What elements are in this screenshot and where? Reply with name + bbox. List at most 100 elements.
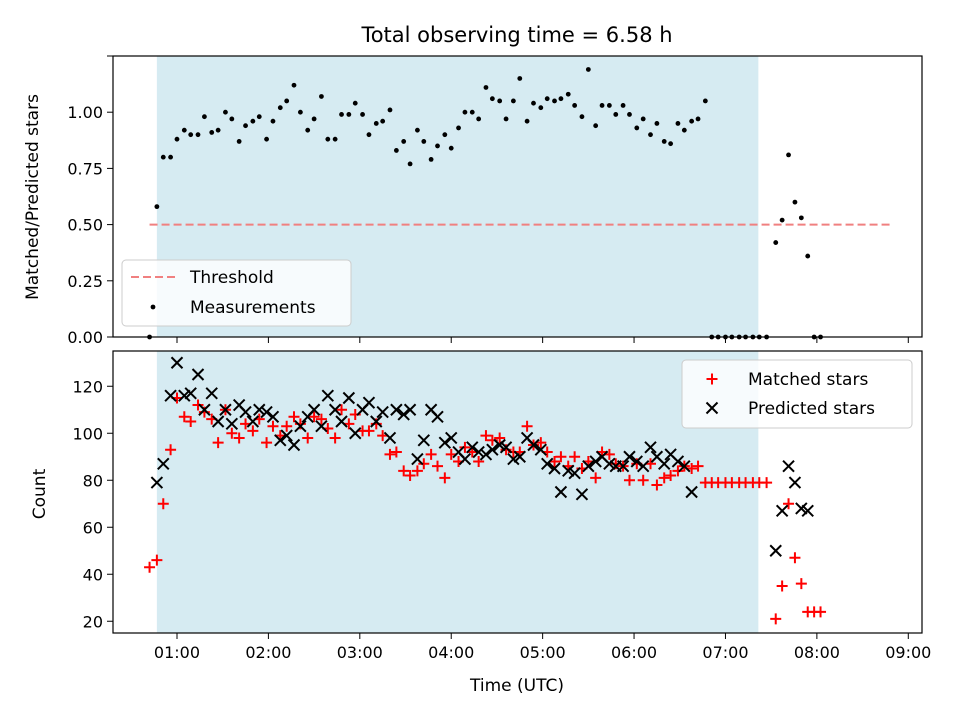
data-point <box>459 441 471 453</box>
data-point <box>582 459 595 473</box>
data-point <box>445 431 458 445</box>
data-point <box>291 82 297 88</box>
data-point <box>503 116 509 122</box>
data-point <box>565 91 571 97</box>
data-point <box>407 161 413 167</box>
data-point <box>253 403 266 416</box>
data-point <box>226 427 238 439</box>
data-point <box>623 474 635 486</box>
x-tick-label: 04:00 <box>428 643 474 662</box>
data-point <box>288 411 300 423</box>
data-point <box>432 460 444 472</box>
data-point <box>178 411 190 423</box>
y-tick-label: 0.75 <box>67 159 103 178</box>
data-point <box>448 145 454 151</box>
data-point <box>534 443 548 456</box>
data-point <box>644 441 657 454</box>
data-point <box>603 457 616 471</box>
data-point <box>435 143 440 149</box>
data-point <box>336 404 348 416</box>
data-point <box>154 204 160 210</box>
data-point <box>678 459 691 473</box>
data-point <box>476 116 482 122</box>
data-point <box>521 420 533 432</box>
data-point <box>769 544 782 557</box>
data-point <box>555 451 567 463</box>
data-point <box>325 136 331 142</box>
legend: Matched stars Predicted stars <box>681 359 913 429</box>
data-point <box>370 415 383 428</box>
ratio-panel: 0.00 0.25 0.50 0.75 1.00 Threshold Measurement… <box>67 55 923 347</box>
x-tick-label: 05:00 <box>520 643 566 662</box>
data-point <box>575 488 589 501</box>
data-point <box>393 148 399 153</box>
data-point <box>493 438 506 452</box>
y-tick-label: 20 <box>83 612 103 631</box>
data-point <box>305 127 311 133</box>
y-tick-label: 40 <box>83 565 103 584</box>
series-measurements <box>147 67 823 340</box>
data-point <box>462 109 468 115</box>
x-tick-label: 09:00 <box>885 643 931 662</box>
data-point <box>415 127 420 133</box>
x-tick-label: 03:00 <box>337 643 383 662</box>
data-point <box>233 432 245 444</box>
data-point <box>541 457 554 471</box>
data-point <box>168 154 173 160</box>
data-point <box>456 125 461 131</box>
data-point <box>776 580 788 592</box>
data-point <box>438 436 452 449</box>
data-point <box>630 455 644 468</box>
data-point <box>390 446 402 458</box>
data-point <box>786 152 791 158</box>
data-point <box>277 105 283 111</box>
data-point <box>360 112 365 117</box>
data-point <box>524 118 530 124</box>
axes-frame <box>112 55 923 338</box>
data-point <box>637 474 649 486</box>
data-point <box>362 396 376 409</box>
data-point <box>376 405 389 419</box>
y-tick-label: 120 <box>72 377 103 396</box>
data-point <box>442 132 448 138</box>
data-point <box>572 103 578 108</box>
data-point <box>188 132 194 138</box>
legend-label: Predicted stars <box>748 399 875 419</box>
data-point <box>398 465 410 477</box>
data-point <box>287 438 301 452</box>
data-point <box>239 405 252 419</box>
data-point <box>246 415 260 428</box>
data-point <box>315 419 328 433</box>
data-point <box>397 408 410 421</box>
data-point <box>439 472 451 484</box>
y-tick-label: 1.00 <box>67 103 103 122</box>
data-point <box>332 136 338 142</box>
data-point <box>544 96 550 102</box>
data-point <box>527 438 540 452</box>
data-point <box>640 116 646 122</box>
data-point <box>373 121 379 126</box>
data-point <box>366 132 372 138</box>
legend-label: Matched stars <box>748 370 868 390</box>
data-point <box>783 498 795 510</box>
y-tick-label: 0.00 <box>67 328 103 347</box>
data-point <box>593 123 599 129</box>
data-point <box>795 578 807 590</box>
data-point <box>554 485 568 499</box>
data-point <box>815 606 827 618</box>
data-point <box>671 455 685 468</box>
data-point <box>205 387 218 400</box>
data-point <box>428 157 434 162</box>
y-tick-label: 60 <box>83 518 103 537</box>
data-point <box>792 199 798 205</box>
data-point <box>773 240 779 245</box>
data-point <box>507 452 520 466</box>
data-point <box>270 118 276 124</box>
data-point <box>181 127 187 133</box>
y-tick-label: 0.50 <box>67 216 103 235</box>
y-tick-label: 100 <box>72 424 103 443</box>
x-tick-label: 02:00 <box>245 643 291 662</box>
data-point <box>417 434 431 447</box>
data-point <box>702 98 708 104</box>
data-point <box>390 403 403 416</box>
